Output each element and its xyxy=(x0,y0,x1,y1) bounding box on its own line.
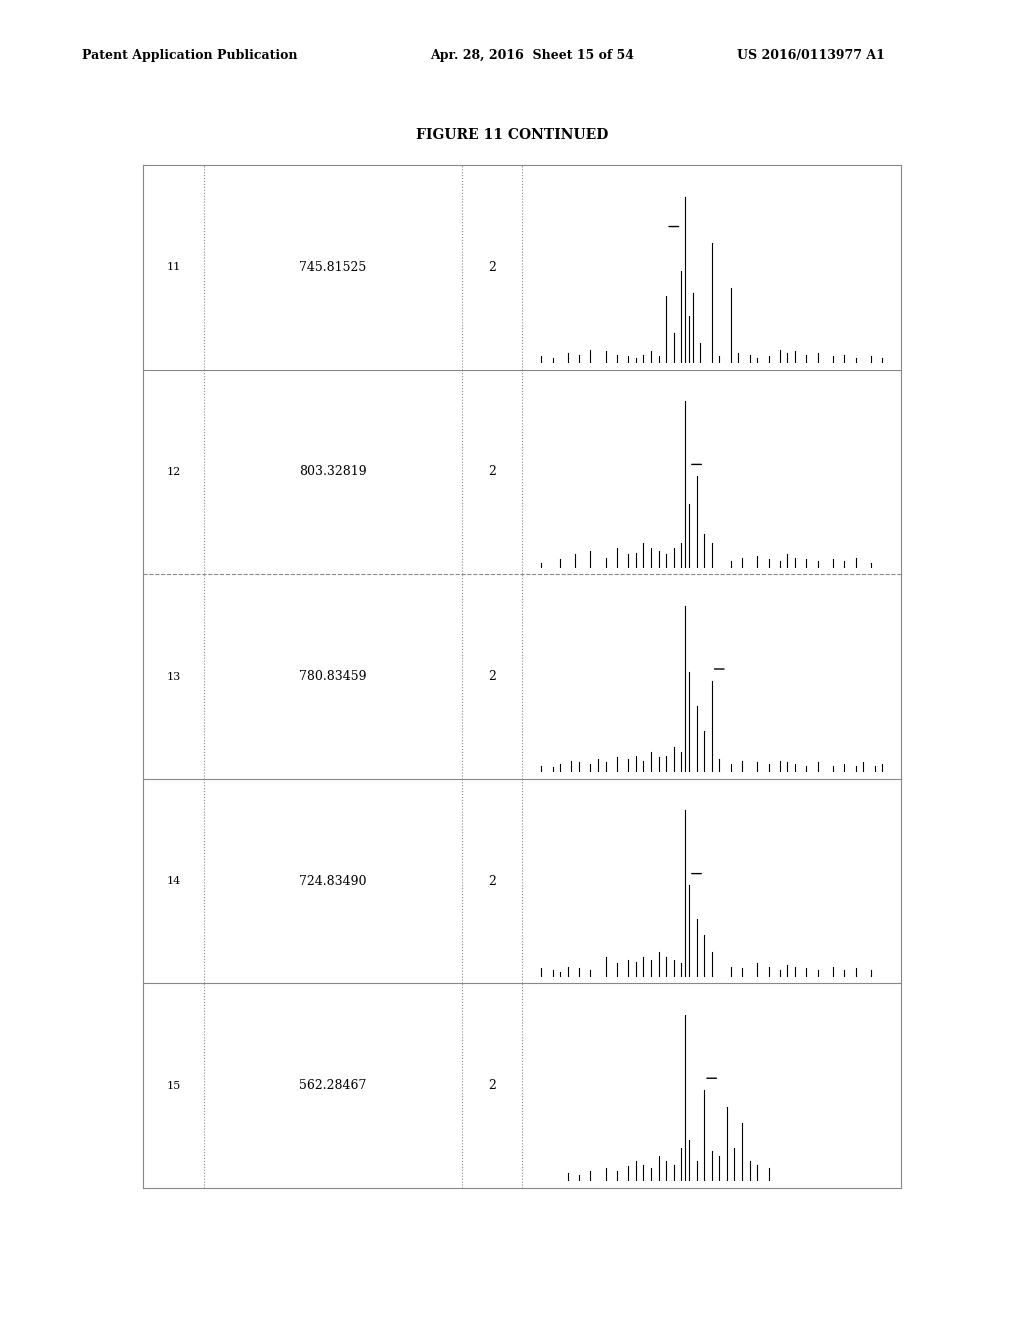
Text: Patent Application Publication: Patent Application Publication xyxy=(82,49,297,62)
Text: 14: 14 xyxy=(167,876,181,886)
Text: 780.83459: 780.83459 xyxy=(299,671,367,682)
Text: 12: 12 xyxy=(167,467,181,477)
Text: 11: 11 xyxy=(167,263,181,272)
Text: 2: 2 xyxy=(488,875,496,887)
Text: 2: 2 xyxy=(488,261,496,273)
Text: 724.83490: 724.83490 xyxy=(299,875,367,887)
Text: 13: 13 xyxy=(167,672,181,681)
Text: US 2016/0113977 A1: US 2016/0113977 A1 xyxy=(737,49,885,62)
Text: 2: 2 xyxy=(488,466,496,478)
Text: 2: 2 xyxy=(488,671,496,682)
Text: Apr. 28, 2016  Sheet 15 of 54: Apr. 28, 2016 Sheet 15 of 54 xyxy=(430,49,634,62)
Text: 562.28467: 562.28467 xyxy=(299,1080,367,1092)
Text: FIGURE 11 CONTINUED: FIGURE 11 CONTINUED xyxy=(416,128,608,141)
Text: 745.81525: 745.81525 xyxy=(299,261,367,273)
Text: 15: 15 xyxy=(167,1081,181,1090)
Text: 2: 2 xyxy=(488,1080,496,1092)
Text: 803.32819: 803.32819 xyxy=(299,466,367,478)
